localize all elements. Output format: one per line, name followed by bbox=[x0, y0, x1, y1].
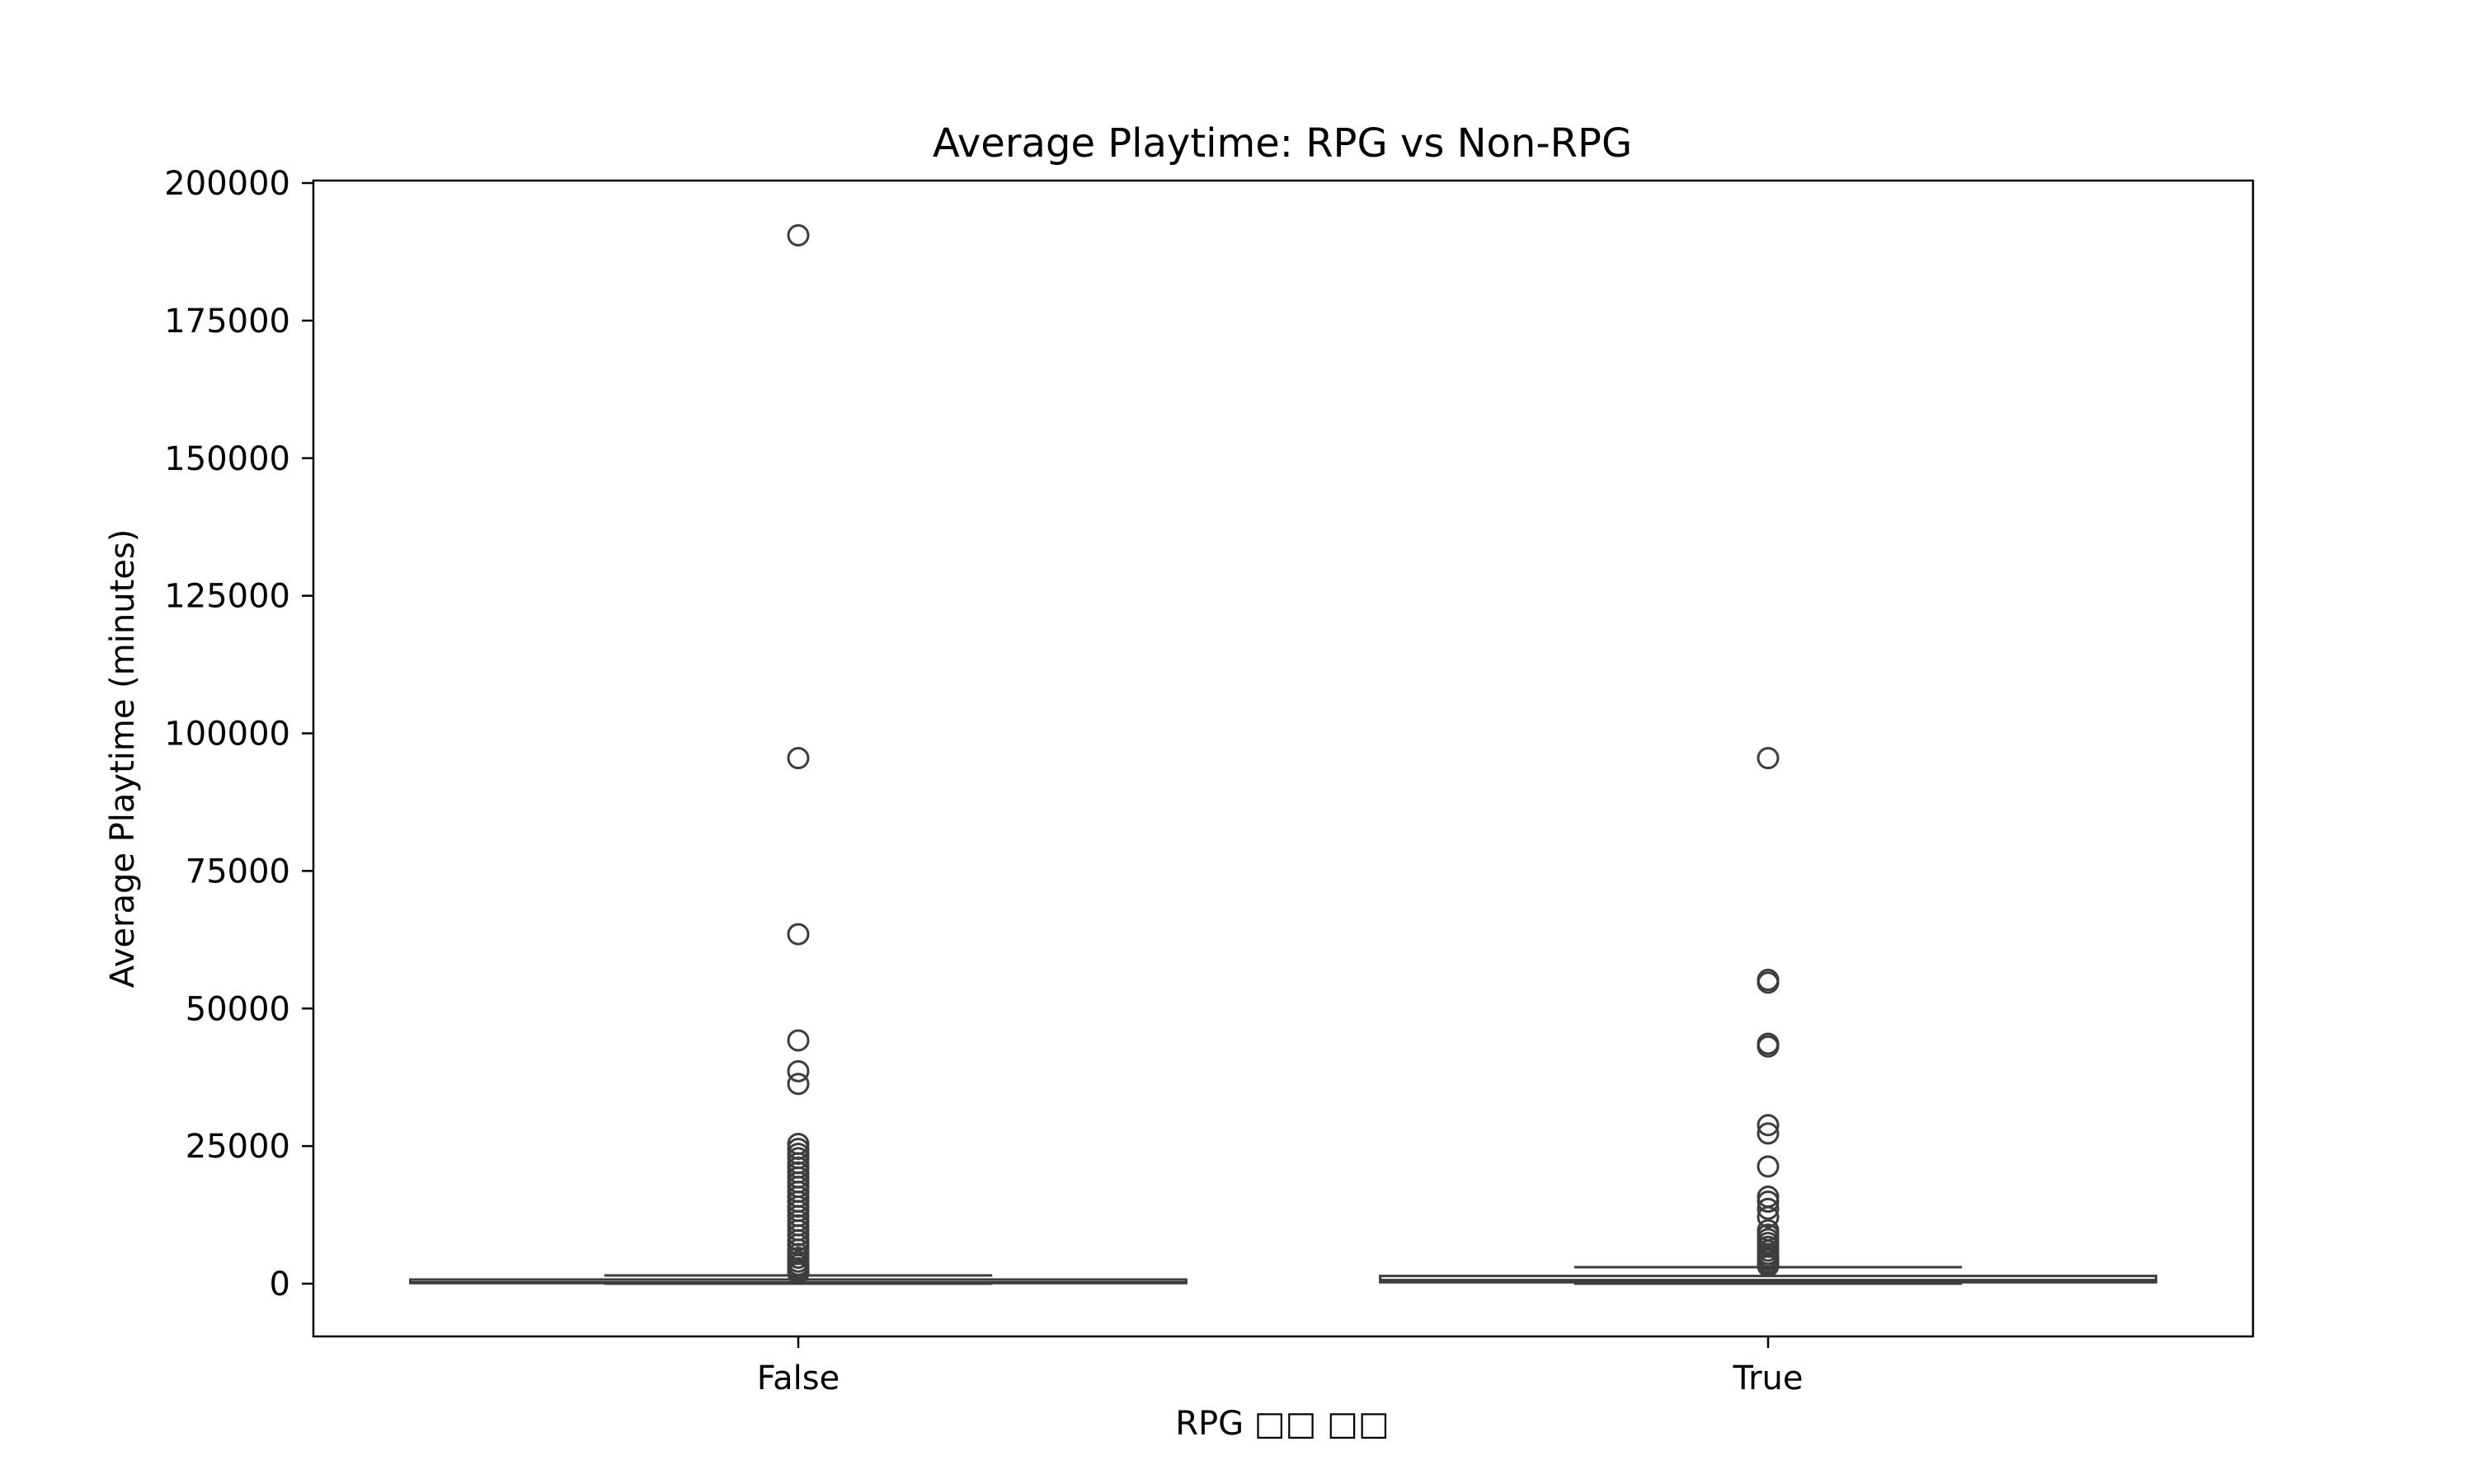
outlier-point bbox=[787, 1059, 810, 1082]
y-tick-label: 75000 bbox=[186, 852, 290, 890]
y-tick-label: 150000 bbox=[164, 440, 290, 478]
outlier-point bbox=[1757, 1035, 1780, 1058]
plot-frame bbox=[312, 179, 2255, 1338]
y-tick-label: 175000 bbox=[164, 303, 290, 340]
outlier-point bbox=[1757, 1197, 1780, 1220]
outlier-point bbox=[787, 1261, 810, 1284]
y-tick-label: 100000 bbox=[164, 716, 290, 754]
outlier-point bbox=[787, 747, 810, 770]
plot-area bbox=[409, 223, 2157, 1285]
y-tick-label: 125000 bbox=[164, 578, 290, 616]
outlier-point bbox=[787, 223, 810, 247]
x-tick-label: False bbox=[757, 1360, 840, 1397]
x-axis-label: RPG □□ □□ bbox=[1175, 1405, 1390, 1443]
outlier-point bbox=[787, 1073, 810, 1096]
outlier-point bbox=[1757, 747, 1780, 770]
outlier-point bbox=[1757, 1190, 1780, 1214]
outlier-point bbox=[1757, 1255, 1780, 1278]
x-axis: False True bbox=[757, 1336, 1804, 1397]
y-tick-label: 200000 bbox=[164, 165, 290, 203]
x-tick-label: True bbox=[1733, 1360, 1804, 1397]
chart-title: Average Playtime: RPG vs Non-RPG bbox=[933, 120, 1632, 167]
box-true bbox=[1379, 747, 2157, 1285]
outlier-point bbox=[787, 923, 810, 946]
outlier-point bbox=[1757, 1122, 1780, 1145]
outlier-point bbox=[1757, 1155, 1780, 1178]
box-false bbox=[409, 223, 1188, 1285]
y-axis: 0 25000 50000 75000 100000 125000 150000 175000… bbox=[164, 165, 313, 1303]
outlier-point bbox=[787, 1029, 810, 1052]
outlier-point bbox=[1757, 971, 1780, 994]
outlier-point bbox=[1757, 1114, 1780, 1137]
y-tick-label: 50000 bbox=[186, 990, 290, 1028]
y-tick-label: 25000 bbox=[186, 1128, 290, 1166]
y-tick-label: 0 bbox=[270, 1266, 290, 1303]
y-axis-label: Average Playtime (minutes) bbox=[104, 529, 142, 989]
outlier-point bbox=[1757, 1205, 1780, 1228]
